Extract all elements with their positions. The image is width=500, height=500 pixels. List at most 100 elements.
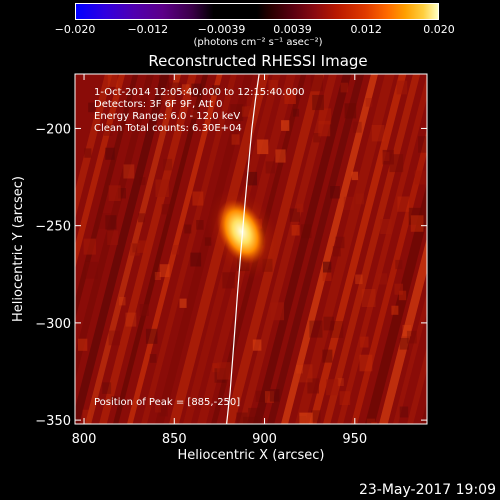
- y-tick-label: −300: [35, 317, 71, 332]
- heatmap-cell: [337, 378, 344, 386]
- colorbar-tick-label: −0.0039: [197, 23, 246, 36]
- heatmap-cell: [145, 328, 158, 344]
- heatmap-cell: [298, 364, 313, 383]
- heatmap-stripe: [407, 346, 427, 424]
- heatmap-cell: [344, 103, 357, 119]
- heatmap-stripe: [155, 74, 254, 424]
- heatmap-cell: [85, 261, 98, 279]
- heatmap-stripe: [75, 74, 139, 321]
- heatmap-stripe: [75, 74, 126, 270]
- heatmap-stripe: [421, 400, 427, 424]
- heatmap-cell: [398, 290, 407, 301]
- heatmap-cell: [98, 213, 111, 229]
- heatmap-cell: [132, 243, 140, 253]
- solar-limb-curve: [226, 74, 260, 424]
- heatmap-cell: [83, 238, 96, 255]
- heatmap-cell: [326, 379, 339, 396]
- heatmap-cell: [246, 171, 258, 186]
- heatmap-stripe: [253, 74, 352, 424]
- heatmap-cell: [296, 203, 304, 213]
- heatmap-cell: [111, 396, 118, 405]
- heatmap-stripe: [75, 74, 155, 382]
- heatmap-stripe: [365, 182, 427, 424]
- heatmap-cell: [246, 96, 256, 108]
- heatmap-cell: [296, 364, 303, 374]
- x-axis-ticks: 800 850 900 950: [72, 74, 367, 447]
- heatmap-stripe: [337, 74, 427, 424]
- heatmap-cell: [323, 316, 334, 331]
- y-axis-label: Heliocentric Y (arcsec): [11, 176, 26, 322]
- heatmap-stripe: [295, 74, 395, 424]
- heatmap-cell: [355, 193, 364, 205]
- heatmap-stripe: [379, 237, 427, 424]
- colorbar: [75, 3, 439, 20]
- heatmap-cell: [310, 75, 323, 92]
- heatmap-cell: [155, 404, 161, 413]
- heatmap-cell: [155, 179, 169, 197]
- heatmap-cell: [139, 304, 149, 316]
- heatmap-cell: [192, 191, 204, 206]
- heatmap-cell: [351, 171, 359, 181]
- heatmap-cell: [82, 409, 92, 421]
- heatmap-stripe: [281, 74, 379, 424]
- heatmap-cell: [300, 224, 312, 239]
- heatmap-cell: [394, 283, 403, 295]
- heatmap-cell: [257, 139, 269, 155]
- heatmap-cell: [108, 330, 120, 346]
- heatmap-cell: [149, 354, 157, 363]
- heatmap-cell: [159, 264, 170, 278]
- heatmap-cell: [293, 108, 300, 117]
- heatmap-cell: [418, 136, 427, 153]
- heatmap-cell: [161, 204, 170, 215]
- heatmap-cell: [355, 274, 363, 285]
- heatmap-cell: [212, 363, 220, 373]
- heatmap-cell: [108, 185, 121, 201]
- heatmap-cell: [330, 321, 344, 338]
- heatmap-cell: [88, 102, 96, 113]
- heatmap-cell: [330, 186, 340, 199]
- x-tick-label: 850: [162, 432, 187, 447]
- heatmap-cell: [359, 354, 373, 372]
- heatmap-cell: [248, 407, 261, 424]
- x-axis-label: Heliocentric X (arcsec): [178, 448, 325, 463]
- heatmap-cell: [399, 406, 409, 418]
- date-stamp: 23-May-2017 19:09: [358, 482, 496, 498]
- annotation-peak-position: Position of Peak = [885,-250]: [94, 397, 240, 408]
- heatmap-cell: [269, 389, 280, 402]
- colorbar-tick-label: 0.012: [350, 23, 382, 36]
- colorbar-unit-label: (photons cm⁻² s⁻¹ asec⁻²): [193, 37, 323, 48]
- heatmap-cell: [123, 164, 135, 179]
- heatmap-cell: [105, 215, 117, 230]
- heatmap-cell: [222, 272, 235, 289]
- heatmap-cell: [163, 158, 173, 171]
- heatmap-cell: [137, 98, 149, 114]
- heatmap-cell: [309, 320, 323, 338]
- heatmap-cell: [265, 161, 275, 174]
- heatmap-cell: [340, 82, 349, 93]
- annotation-detectors: Detectors: 3F 6F 9F, Att 0: [94, 99, 222, 110]
- heatmap-cell: [402, 324, 412, 337]
- annotation-time-range: 1-Oct-2014 12:05:40.000 to 12:15:40.000: [94, 87, 305, 98]
- heatmap-cell: [196, 220, 204, 230]
- heatmap-cell: [190, 109, 198, 119]
- heatmap-cell: [230, 104, 244, 121]
- heatmap-stripe: [435, 74, 500, 424]
- x-tick-label: 950: [342, 432, 367, 447]
- heatmap-cell: [217, 362, 231, 380]
- heatmap-cell: [291, 225, 300, 236]
- colorbar-tick-label: 0.020: [423, 23, 455, 36]
- heatmap-cell: [322, 349, 333, 363]
- heatmap-cell: [322, 269, 332, 281]
- heatmap-cell: [78, 338, 88, 351]
- colorbar-tick-label: −0.020: [54, 23, 96, 36]
- heatmap-cell: [231, 134, 240, 145]
- heatmap-cell: [159, 75, 170, 89]
- plot-frame: [74, 73, 428, 425]
- heatmap-cell: [182, 84, 190, 94]
- heatmap-stripe: [393, 291, 427, 424]
- heatmap-stripe: [75, 74, 113, 220]
- heatmap-cell: [184, 224, 192, 234]
- colorbar-tick-label: −0.012: [127, 23, 169, 36]
- heatmap-cell: [382, 152, 390, 161]
- heatmap-cell: [212, 85, 221, 96]
